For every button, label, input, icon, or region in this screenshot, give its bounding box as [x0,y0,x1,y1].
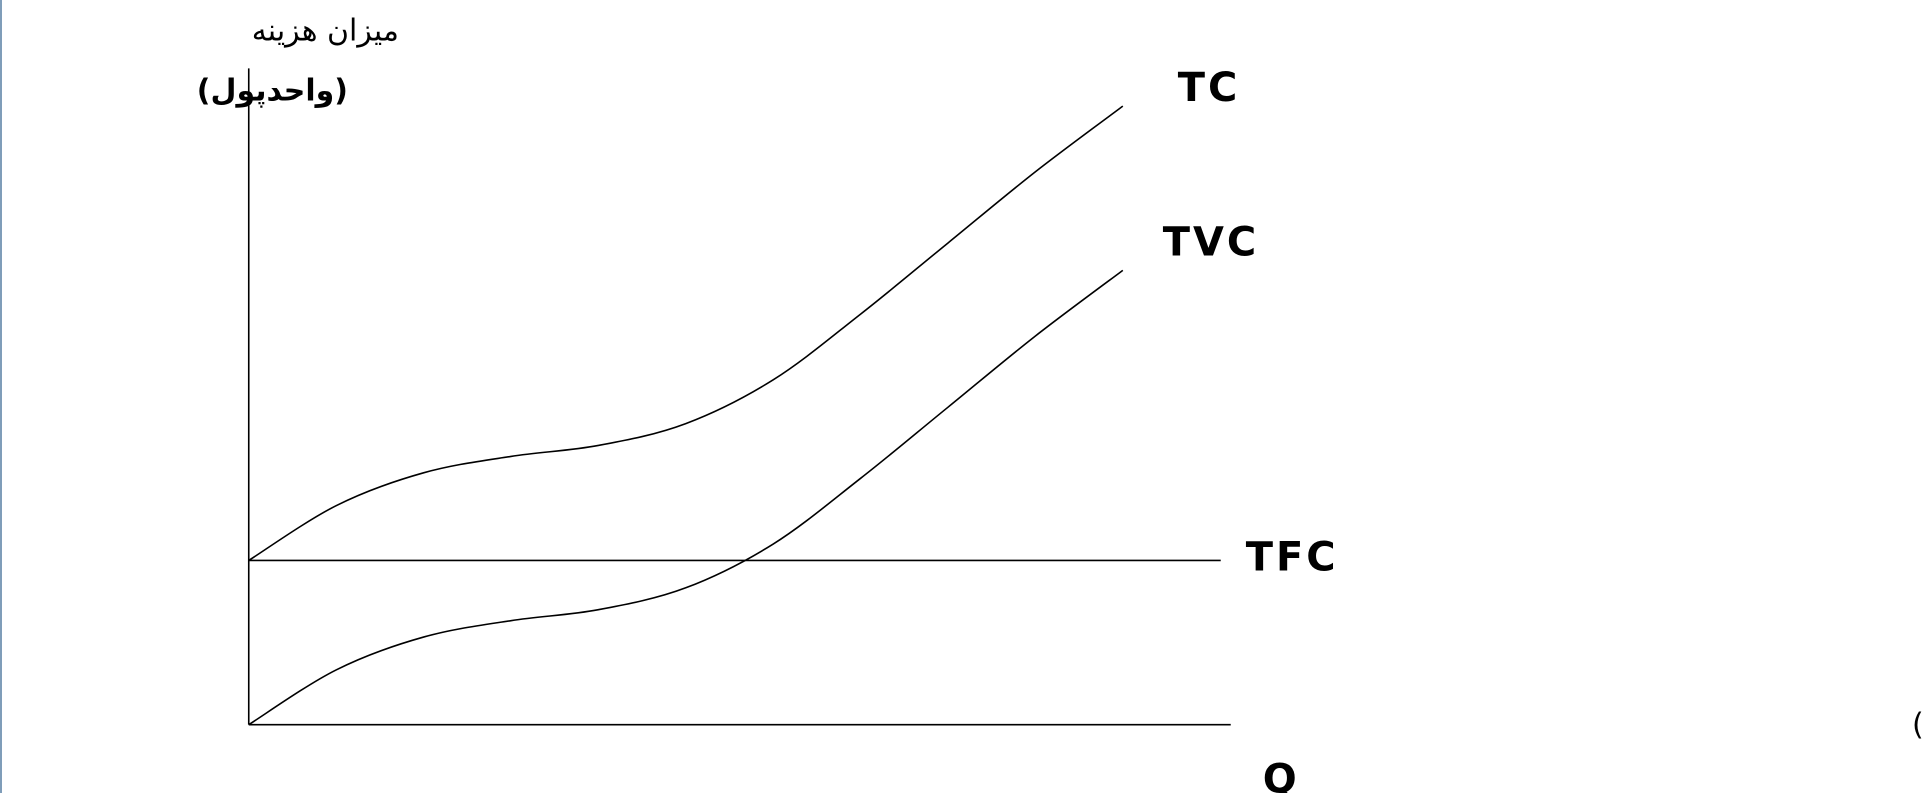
series-tvc: TVC [248,219,1259,726]
series-label-tfc: TFC [1246,534,1339,580]
series-line-tc [248,105,1124,562]
x-axis-symbol: Q [1263,757,1300,793]
y-axis-label: میزان هزینه [252,13,399,48]
series-tc: TC [248,65,1241,562]
series-line-tvc [248,269,1124,726]
series-tfc: TFC [248,534,1339,580]
series-label-tc: TC [1178,65,1241,111]
series-label-tvc: TVC [1163,219,1259,265]
series-layer: TC TVC TFC [248,65,1339,726]
x-axis-label: میزان محصول(در هر واحد زمان ) [1912,708,1930,743]
y-axis-unit: (واحدپول) [197,73,348,108]
